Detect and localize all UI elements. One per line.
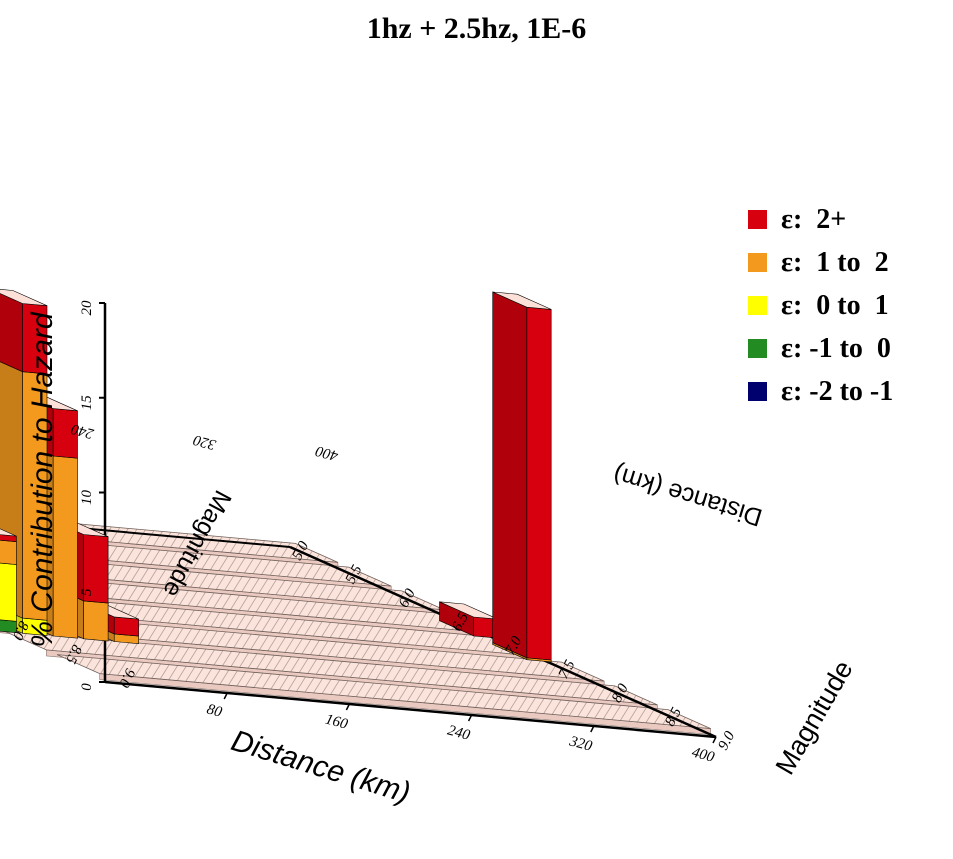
bar-segment-front [526, 306, 552, 661]
distance-tick-mark [467, 714, 473, 722]
legend-swatch [748, 210, 767, 229]
bars-layer [0, 289, 552, 663]
z-axis-title: % Contribution to Hazard [26, 311, 59, 647]
bar-segment-front [113, 616, 139, 637]
distance-tick-mark [590, 725, 595, 733]
distance-tick-mark [345, 703, 351, 711]
back-magnitude-tick-label: 8.0 [9, 618, 32, 642]
legend: ε: 2+ ε: 1 to 2 ε: 0 to 1 ε: -1 to 0 ε: -2 t… [748, 198, 893, 413]
back-distance-tick-label: 240 [69, 420, 95, 441]
legend-item: ε: 0 to 1 [748, 284, 893, 327]
legend-label: ε: 0 to 1 [781, 289, 889, 321]
ridge-strip [0, 611, 605, 682]
magnitude-tick-label: 7.5 [556, 657, 579, 682]
distance-axis-title: Distance (km) [227, 724, 414, 810]
magnitude-tick-label: 6.0 [396, 586, 419, 611]
bar-stack [0, 289, 48, 636]
bar-segment-side [492, 291, 528, 659]
distance-tick-label: 160 [323, 711, 349, 732]
distance-tick-mark [712, 736, 717, 744]
distance-axis-line [104, 680, 717, 739]
bar-stack [0, 528, 17, 634]
z-tick-label: 15 [79, 395, 95, 411]
z-tick-label: 10 [79, 490, 95, 506]
legend-item: ε: -2 to -1 [748, 370, 893, 413]
bar-top [0, 289, 48, 306]
back-axis-line [0, 519, 291, 548]
magnitude-tick-label: 5.5 [343, 562, 366, 587]
ridge-strip [56, 654, 711, 729]
magnitude-tick-label: 8.5 [662, 705, 685, 730]
magnitude-tick-label: 6.5 [449, 610, 472, 635]
legend-item: ε: 1 to 2 [748, 241, 893, 284]
legend-swatch [748, 253, 767, 272]
legend-swatch [748, 296, 767, 315]
legend-label: ε: -2 to -1 [781, 375, 894, 407]
magnitude-tick-label: 5.0 [289, 538, 312, 563]
magnitude-tick-label: 9.0 [715, 728, 738, 753]
magnitude-tick-label: 8.0 [609, 681, 632, 706]
ridge-strip [0, 554, 445, 611]
back-distance-tick-label: 400 [314, 442, 340, 463]
back-magnitude-tick-label: 9.0 [115, 666, 138, 690]
bar-segment-front [83, 600, 109, 642]
back-magnitude-tick-label: 8.5 [62, 642, 85, 666]
back-distance-title: Distance (km) [610, 460, 766, 532]
legend-swatch [748, 382, 767, 401]
distance-tick-label: 240 [446, 722, 472, 743]
distance-tick-mark [223, 692, 228, 700]
bar-top [492, 291, 552, 310]
z-tick-label: 20 [79, 300, 95, 316]
bar-segment-front [0, 562, 17, 622]
magnitude-axis-title: Magnitude [770, 655, 859, 779]
ridge-strip [3, 630, 658, 706]
legend-item: ε: -1 to 0 [748, 327, 893, 370]
legend-label: ε: 2+ [781, 203, 847, 235]
chart-title: 1hz + 2.5hz, 1E-6 [366, 12, 587, 45]
bar-segment-front [0, 539, 17, 565]
z-tick-label: 5 [79, 588, 95, 596]
z-tick-label: 0 [79, 683, 95, 691]
legend-label: ε: -1 to 0 [781, 332, 891, 364]
legend-item: ε: 2+ [748, 198, 893, 241]
distance-tick-label: 80 [205, 701, 224, 720]
bar-top [0, 528, 17, 537]
back-distance-tick-label: 320 [191, 431, 218, 453]
distance-tick-label: 400 [690, 744, 716, 765]
legend-swatch [748, 339, 767, 358]
bar-stack [492, 291, 552, 663]
distance-tick-label: 320 [567, 733, 594, 755]
legend-label: ε: 1 to 2 [781, 246, 889, 278]
magnitude-tick-label: 7.0 [502, 633, 525, 658]
